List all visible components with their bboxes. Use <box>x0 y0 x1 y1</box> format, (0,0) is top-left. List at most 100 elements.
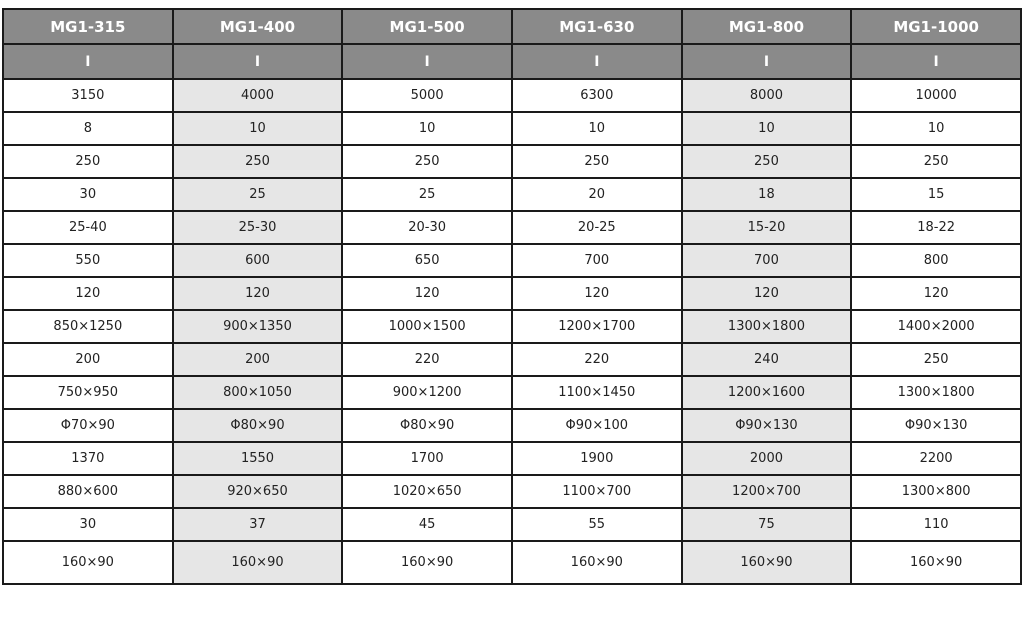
table-cell: 25 <box>171 177 344 212</box>
table-cell: 250 <box>510 144 683 179</box>
table-cell: 30 <box>2 507 174 542</box>
table-cell: 1400×2000 <box>850 309 1022 344</box>
table-cell: 1000×1500 <box>341 309 513 344</box>
table-cell: 920×650 <box>171 474 344 509</box>
table-row: 750×950 800×1050 900×1200 1100×1450 1200×160… <box>2 375 1022 410</box>
table-row: 25-40 25-30 20-30 20-25 15-20 18-22 <box>2 210 1022 245</box>
table-cell: Φ90×130 <box>680 408 853 443</box>
table-cell: 200 <box>2 342 174 377</box>
subheader-cell: I <box>850 43 1022 80</box>
table-cell: 750×950 <box>2 375 174 410</box>
table-cell: 10 <box>341 111 513 146</box>
table-cell: 20-25 <box>510 210 683 245</box>
table-cell: 6300 <box>510 78 683 113</box>
table-cell: 700 <box>510 243 683 278</box>
table-cell: 900×1350 <box>171 309 344 344</box>
table-cell: 75 <box>680 507 853 542</box>
table-cell: 5000 <box>341 78 513 113</box>
header-row: MG1-315 MG1-400 MG1-500 MG1-630 MG1-800 MG1-1… <box>2 8 1022 45</box>
table-body: 3150 4000 5000 6300 8000 10000 8 10 10 10 10 10 250 2… <box>2 78 1022 585</box>
table-cell: 10 <box>171 111 344 146</box>
table-cell: 8 <box>2 111 174 146</box>
table-row: 850×1250 900×1350 1000×1500 1200×1700 1300×1… <box>2 309 1022 344</box>
table-cell: 120 <box>341 276 513 311</box>
table-cell: 160×90 <box>2 540 174 585</box>
table-cell: 3150 <box>2 78 174 113</box>
table-cell: 250 <box>850 144 1022 179</box>
subheader-cell: I <box>2 43 174 80</box>
table-cell: Φ90×130 <box>850 408 1022 443</box>
table-cell: Φ80×90 <box>341 408 513 443</box>
table-cell: 550 <box>2 243 174 278</box>
table-cell: 25 <box>341 177 513 212</box>
table-cell: 10 <box>510 111 683 146</box>
table-cell: 1100×1450 <box>510 375 683 410</box>
table-cell: 37 <box>171 507 344 542</box>
column-header: MG1-800 <box>680 8 853 45</box>
table-cell: 1300×800 <box>850 474 1022 509</box>
table-cell: 20 <box>510 177 683 212</box>
table-cell: 250 <box>850 342 1022 377</box>
table-cell: 20-30 <box>341 210 513 245</box>
table-cell: 1300×1800 <box>680 309 853 344</box>
table-cell: 120 <box>171 276 344 311</box>
table-cell: 1020×650 <box>341 474 513 509</box>
table-row: 550 600 650 700 700 800 <box>2 243 1022 278</box>
table-cell: 160×90 <box>171 540 344 585</box>
column-header: MG1-1000 <box>850 8 1022 45</box>
table-cell: 250 <box>341 144 513 179</box>
table-cell: Φ70×90 <box>2 408 174 443</box>
table-cell: 4000 <box>171 78 344 113</box>
column-header: MG1-500 <box>341 8 513 45</box>
table-cell: 1300×1800 <box>850 375 1022 410</box>
table-cell: 200 <box>171 342 344 377</box>
table-cell: 240 <box>680 342 853 377</box>
table-row: 30 25 25 20 18 15 <box>2 177 1022 212</box>
table-cell: 110 <box>850 507 1022 542</box>
table-cell: 30 <box>2 177 174 212</box>
table-cell: 120 <box>510 276 683 311</box>
table-cell: 10 <box>850 111 1022 146</box>
table-cell: 2200 <box>850 441 1022 476</box>
table-row: 200 200 220 220 240 250 <box>2 342 1022 377</box>
subheader-cell: I <box>341 43 513 80</box>
table-cell: 25-40 <box>2 210 174 245</box>
spec-table: MG1-315 MG1-400 MG1-500 MG1-630 MG1-800 MG1-1… <box>2 8 1022 585</box>
table-cell: Φ90×100 <box>510 408 683 443</box>
table-cell: 15 <box>850 177 1022 212</box>
table-cell: 250 <box>2 144 174 179</box>
table-cell: 1900 <box>510 441 683 476</box>
table-row: 120 120 120 120 120 120 <box>2 276 1022 311</box>
table-cell: 160×90 <box>510 540 683 585</box>
table-row: 8 10 10 10 10 10 <box>2 111 1022 146</box>
table-cell: 120 <box>2 276 174 311</box>
table-cell: 8000 <box>680 78 853 113</box>
table-cell: 1370 <box>2 441 174 476</box>
table-cell: 160×90 <box>850 540 1022 585</box>
table-cell: 120 <box>850 276 1022 311</box>
table-cell: 800 <box>850 243 1022 278</box>
table-row: Φ70×90 Φ80×90 Φ80×90 Φ90×100 Φ90×130 Φ90×130 <box>2 408 1022 443</box>
table-cell: 880×600 <box>2 474 174 509</box>
table-cell: 2000 <box>680 441 853 476</box>
column-header: MG1-315 <box>2 8 174 45</box>
table-cell: 15-20 <box>680 210 853 245</box>
table-cell: 250 <box>680 144 853 179</box>
table-row: 250 250 250 250 250 250 <box>2 144 1022 179</box>
table-cell: 1200×700 <box>680 474 853 509</box>
table-row: 1370 1550 1700 1900 2000 2200 <box>2 441 1022 476</box>
table-cell: 1100×700 <box>510 474 683 509</box>
table-cell: Φ80×90 <box>171 408 344 443</box>
table-cell: 900×1200 <box>341 375 513 410</box>
table-cell: 1200×1700 <box>510 309 683 344</box>
table-cell: 160×90 <box>341 540 513 585</box>
table-cell: 45 <box>341 507 513 542</box>
table-cell: 120 <box>680 276 853 311</box>
subheader-cell: I <box>171 43 344 80</box>
table-cell: 220 <box>510 342 683 377</box>
table-cell: 1550 <box>171 441 344 476</box>
table-cell: 850×1250 <box>2 309 174 344</box>
table-cell: 1200×1600 <box>680 375 853 410</box>
table-cell: 700 <box>680 243 853 278</box>
